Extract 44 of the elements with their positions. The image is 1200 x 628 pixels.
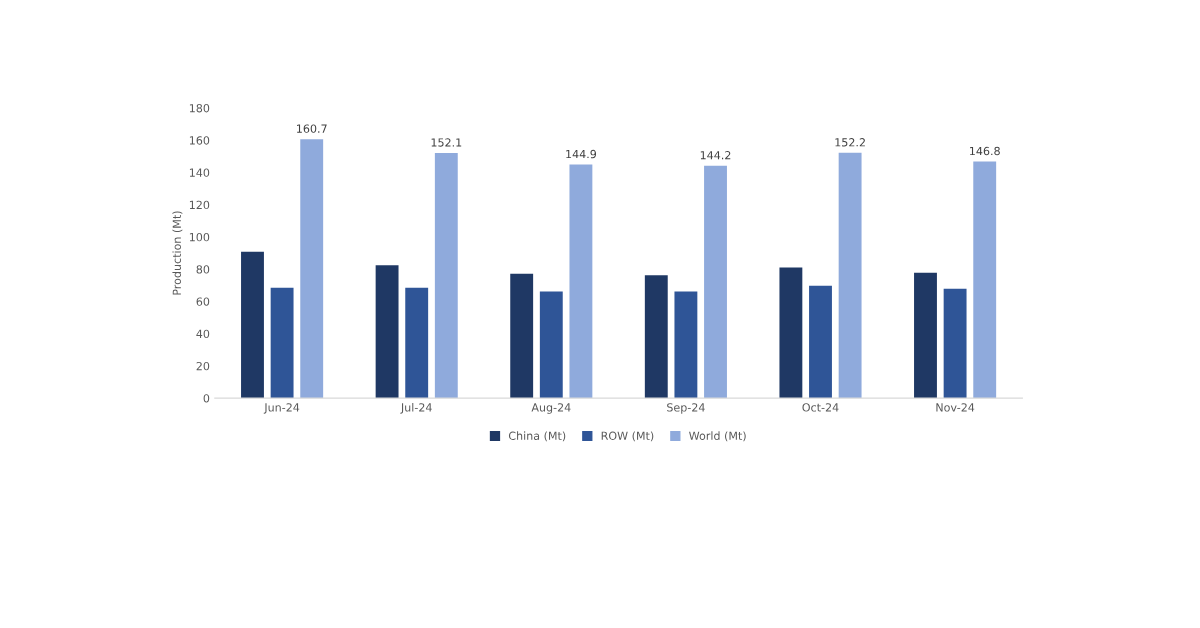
y-tick-label: 80 xyxy=(196,265,210,274)
bar xyxy=(943,288,967,399)
bar xyxy=(569,164,593,399)
x-tick-label: Sep-24 xyxy=(667,403,705,414)
data-label: 160.7 xyxy=(297,124,327,133)
bar xyxy=(300,139,324,399)
y-tick-label: 160 xyxy=(189,136,210,145)
bar xyxy=(779,267,803,399)
bar xyxy=(914,272,937,399)
y-tick-label: 100 xyxy=(189,232,210,242)
y-tick-label: 180 xyxy=(189,103,210,113)
y-tick-label: 140 xyxy=(189,168,210,177)
x-tick-label: Oct-24 xyxy=(802,403,839,412)
bar xyxy=(809,285,832,399)
bar xyxy=(838,152,862,399)
bar xyxy=(405,287,429,399)
bar xyxy=(510,273,534,399)
bar xyxy=(704,165,727,399)
x-tick-label: Jun-24 xyxy=(263,403,300,414)
bar xyxy=(270,287,294,399)
y-tick-label: 0 xyxy=(203,394,210,403)
y-axis-title: Production (Mt) xyxy=(172,211,183,295)
bar xyxy=(973,161,997,399)
data-label: 146.8 xyxy=(970,146,1000,156)
x-tick-label: Aug-24 xyxy=(531,403,571,414)
bar xyxy=(674,291,698,399)
legend-label: ROW (Mt) xyxy=(601,431,654,442)
data-label: 152.2 xyxy=(835,138,865,147)
y-tick-label: 60 xyxy=(196,297,210,306)
legend-label: China (Mt) xyxy=(508,431,566,442)
data-label: 144.2 xyxy=(700,151,731,160)
y-tick-label: 40 xyxy=(196,329,210,339)
bar xyxy=(241,251,264,399)
bar xyxy=(539,291,563,399)
bar xyxy=(644,275,668,399)
x-tick-label: Nov-24 xyxy=(936,403,975,412)
bar xyxy=(375,265,399,399)
y-tick-label: 120 xyxy=(189,200,210,210)
bar xyxy=(434,152,458,399)
x-tick-label: Jul-24 xyxy=(400,403,432,414)
data-label: 152.1 xyxy=(431,138,462,147)
y-tick-label: 20 xyxy=(196,361,210,371)
legend-label: World (Mt) xyxy=(689,431,746,442)
data-label: 144.9 xyxy=(566,149,597,159)
